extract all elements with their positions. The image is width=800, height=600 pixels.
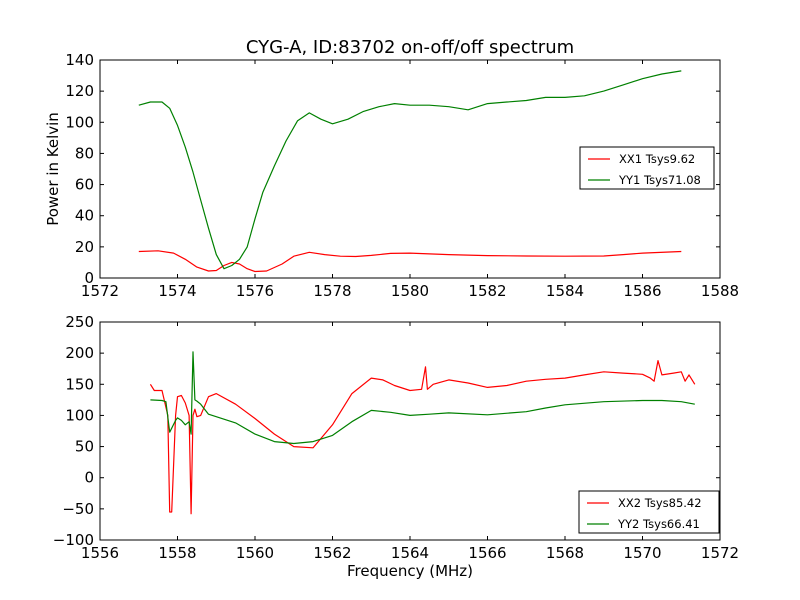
x-tick-label: 1566 [468,544,506,562]
y-tick-label: 140 [65,51,94,69]
y-tick-label: 100 [65,406,94,424]
x-tick-label: 1572 [701,544,739,562]
series-line-yy2 [150,351,695,445]
y-tick-label: 50 [75,438,94,456]
y-tick-label: 100 [65,113,94,131]
x-tick-label: 1572 [81,282,119,300]
series-line-yy1 [138,70,682,270]
series-line-xx2 [149,360,696,515]
y-tick-label: 20 [75,238,94,256]
y-tick-label: 0 [84,269,94,287]
series-group [138,70,682,273]
series-line-xx1 [138,250,682,273]
x-tick-label: 1570 [623,544,661,562]
legend-label: YY2 Tsys66.41 [617,517,700,531]
x-tick-label: 1588 [701,282,739,300]
x-tick-label: 1584 [546,282,584,300]
y-tick-label: −50 [62,500,94,518]
y-tick-label: 250 [65,313,94,331]
y-tick-label: 60 [75,176,94,194]
x-tick-label: 1558 [158,544,196,562]
x-tick-label: 1580 [391,282,429,300]
x-tick-label: 1564 [391,544,429,562]
y-tick-label: 120 [65,82,94,100]
y-tick-label: 40 [75,207,94,225]
x-tick-label: 1582 [468,282,506,300]
y-tick-label: 200 [65,344,94,362]
x-tick-label: 1578 [313,282,351,300]
legend: XX1 Tsys9.62 YY1 Tsys71.08 [579,146,715,190]
top-plot: 1572 1574 1576 1578 1580 1582 1584 1586 1588 0 20 4… [65,51,739,300]
x-tick-label: 1586 [623,282,661,300]
x-tick-label: 1556 [81,544,119,562]
bottom-x-axis-label: Frequency (MHz) [347,562,473,580]
y-tick-label: 0 [84,469,94,487]
x-tick-label: 1574 [158,282,196,300]
y-tick-label: 80 [75,144,94,162]
legend-label: XX2 Tsys85.42 [618,496,702,510]
series-group [149,351,696,515]
chart-title: CYG-A, ID:83702 on-off/off spectrum [246,37,574,58]
legend-box [578,490,720,534]
legend: XX2 Tsys85.42 YY2 Tsys66.41 [578,490,720,534]
legend-label: YY1 Tsys71.08 [618,173,701,187]
top-y-axis-label: Power in Kelvin [44,112,62,226]
y-tick-label: −100 [53,531,94,549]
y-tick-label: 150 [65,375,94,393]
legend-label: XX1 Tsys9.62 [619,152,695,166]
bottom-plot: 1556 1558 1560 1562 1564 1566 1568 1570 1572 −100… [53,313,739,562]
legend-box [579,146,715,190]
x-tick-label: 1560 [236,544,274,562]
x-tick-label: 1568 [546,544,584,562]
x-tick-label: 1562 [313,544,351,562]
x-tick-label: 1576 [236,282,274,300]
